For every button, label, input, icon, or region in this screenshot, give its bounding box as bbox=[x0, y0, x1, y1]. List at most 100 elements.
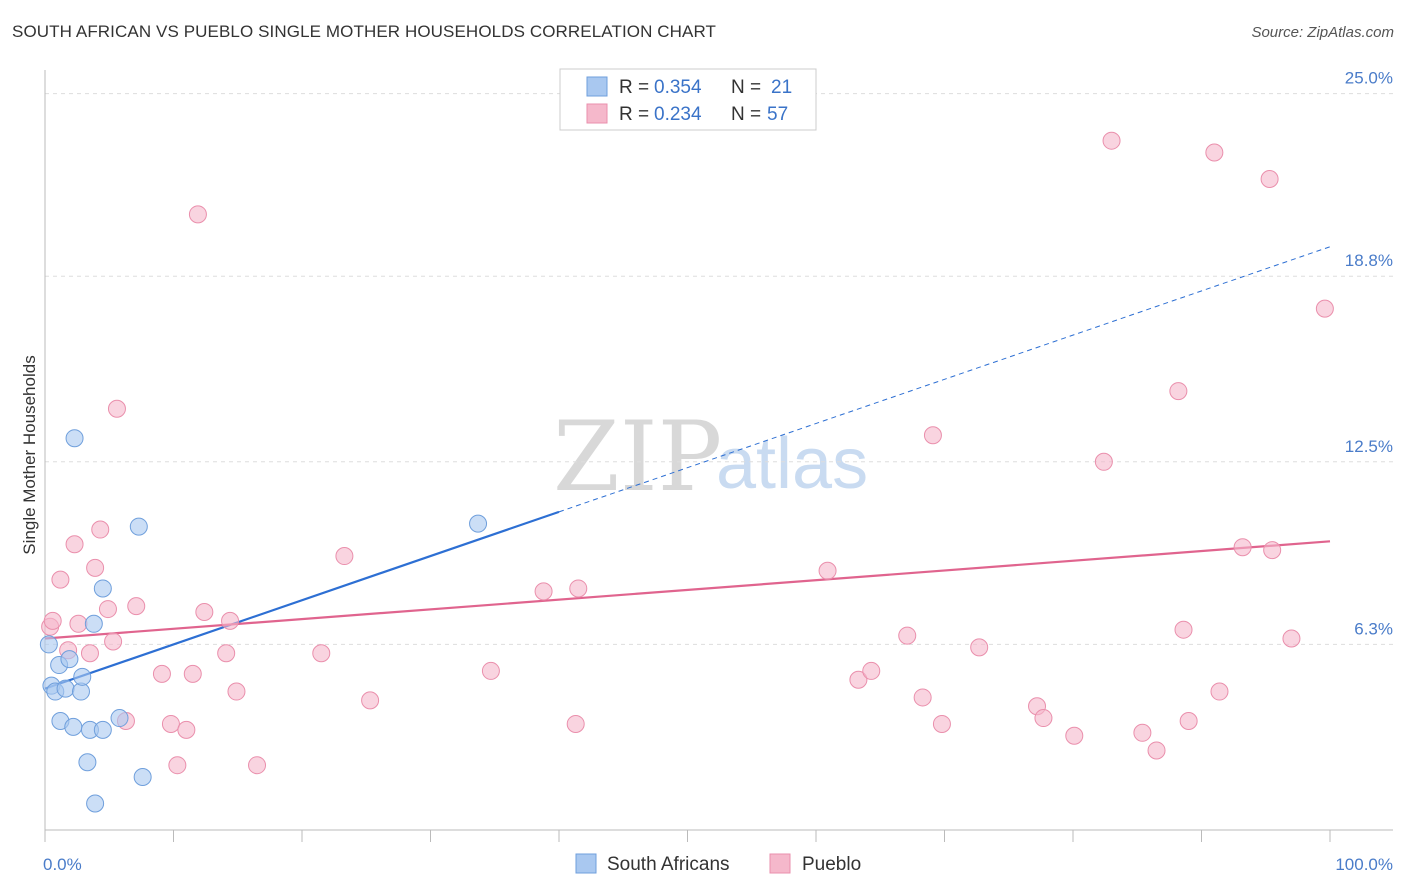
data-points bbox=[39, 131, 1334, 813]
bottom-legend-swatch-pueblo bbox=[769, 853, 791, 874]
point-pueblo bbox=[1233, 538, 1252, 557]
point-pueblo bbox=[1210, 682, 1229, 701]
point-south-africans bbox=[86, 794, 105, 813]
point-pueblo bbox=[1094, 452, 1113, 471]
point-pueblo bbox=[1102, 131, 1121, 150]
point-pueblo bbox=[569, 579, 588, 598]
point-pueblo bbox=[1282, 629, 1301, 648]
point-pueblo bbox=[168, 756, 187, 775]
point-pueblo bbox=[361, 691, 380, 710]
point-pueblo bbox=[127, 597, 146, 616]
point-pueblo bbox=[152, 664, 171, 683]
point-pueblo bbox=[183, 664, 202, 683]
point-pueblo bbox=[1260, 169, 1279, 188]
point-pueblo bbox=[1315, 299, 1334, 318]
point-pueblo bbox=[1174, 620, 1193, 639]
trend-line-pueblo bbox=[44, 540, 1331, 640]
x-tick-label-max: 100.0% bbox=[1335, 855, 1393, 874]
trend-line-south-africans-extrapolated bbox=[558, 246, 1331, 513]
point-pueblo bbox=[43, 611, 62, 630]
bottom-legend-swatch-south-africans bbox=[575, 853, 597, 874]
source-credit: Source: ZipAtlas.com bbox=[1251, 24, 1394, 41]
point-south-africans bbox=[84, 614, 103, 633]
point-south-africans bbox=[56, 679, 75, 698]
point-pueblo bbox=[80, 644, 99, 663]
point-pueblo bbox=[221, 611, 240, 630]
bottom-legend-label-pueblo: Pueblo bbox=[802, 854, 861, 875]
point-pueblo bbox=[566, 714, 585, 733]
correlation-legend: R = 0.354 N = 21 R = 0.234 N = 57 bbox=[559, 68, 817, 131]
point-south-africans bbox=[469, 514, 488, 533]
point-south-africans bbox=[110, 709, 129, 728]
point-pueblo bbox=[1263, 541, 1282, 560]
point-pueblo bbox=[932, 714, 951, 733]
y-tick-label: 25.0% bbox=[1345, 69, 1393, 88]
legend-r-label: R = bbox=[619, 77, 649, 98]
legend-n-label: N = bbox=[731, 104, 761, 125]
point-pueblo bbox=[195, 603, 214, 622]
point-south-africans bbox=[129, 517, 148, 536]
point-pueblo bbox=[534, 582, 553, 601]
point-pueblo bbox=[98, 600, 117, 619]
point-pueblo bbox=[818, 561, 837, 580]
point-pueblo bbox=[1179, 712, 1198, 731]
point-south-africans bbox=[64, 717, 83, 736]
point-south-africans bbox=[93, 579, 112, 598]
x-tick-marks bbox=[44, 830, 1331, 842]
point-pueblo bbox=[970, 638, 989, 657]
point-pueblo bbox=[217, 644, 236, 663]
legend-r-value: 0.354 bbox=[654, 77, 702, 98]
point-south-africans bbox=[78, 753, 97, 772]
point-pueblo bbox=[65, 535, 84, 554]
point-south-africans bbox=[65, 429, 84, 448]
legend-n-label: N = bbox=[731, 77, 761, 98]
y-tick-label: 18.8% bbox=[1345, 251, 1393, 270]
point-pueblo bbox=[107, 399, 126, 418]
bottom-legend-label-south-africans: South Africans bbox=[607, 854, 730, 875]
point-pueblo bbox=[51, 570, 70, 589]
point-pueblo bbox=[248, 756, 267, 775]
point-pueblo bbox=[227, 682, 246, 701]
point-pueblo bbox=[481, 661, 500, 680]
legend-r-value: 0.234 bbox=[654, 104, 702, 125]
point-pueblo bbox=[1133, 723, 1152, 742]
point-south-africans bbox=[60, 650, 79, 669]
trend-line-south-africans bbox=[44, 510, 560, 690]
point-pueblo bbox=[91, 520, 110, 539]
point-south-africans bbox=[73, 667, 92, 686]
point-pueblo bbox=[161, 714, 180, 733]
point-pueblo bbox=[86, 558, 105, 577]
legend-swatch-south-africans bbox=[586, 76, 608, 97]
x-tick-label-min: 0.0% bbox=[43, 855, 82, 874]
legend-r-label: R = bbox=[619, 104, 649, 125]
point-pueblo bbox=[862, 661, 881, 680]
point-pueblo bbox=[913, 688, 932, 707]
point-pueblo bbox=[188, 205, 207, 224]
point-pueblo bbox=[335, 547, 354, 566]
axes bbox=[44, 70, 1393, 831]
chart-title: SOUTH AFRICAN VS PUEBLO SINGLE MOTHER HO… bbox=[12, 22, 717, 41]
legend-n-value: 57 bbox=[767, 104, 788, 125]
point-pueblo bbox=[312, 644, 331, 663]
gridlines bbox=[45, 93, 1393, 645]
point-pueblo bbox=[1147, 741, 1166, 760]
point-pueblo bbox=[1205, 143, 1224, 162]
y-tick-label: 12.5% bbox=[1345, 437, 1393, 456]
point-south-africans bbox=[133, 767, 152, 786]
watermark-atlas: atlas bbox=[716, 424, 868, 504]
y-tick-label: 6.3% bbox=[1354, 619, 1393, 638]
point-pueblo bbox=[69, 614, 88, 633]
point-pueblo bbox=[923, 426, 942, 445]
point-pueblo bbox=[1065, 726, 1084, 745]
trend-lines bbox=[44, 246, 1331, 690]
point-pueblo bbox=[177, 720, 196, 739]
y-tick-labels: 6.3% 12.5% 18.8% 25.0% bbox=[1345, 69, 1393, 639]
point-pueblo bbox=[1169, 382, 1188, 401]
point-south-africans bbox=[93, 720, 112, 739]
legend-swatch-pueblo bbox=[586, 103, 608, 124]
point-south-africans bbox=[39, 635, 58, 654]
legend-n-value: 21 bbox=[771, 77, 792, 98]
watermark-zip: ZIP bbox=[553, 401, 722, 513]
y-axis-label: Single Mother Households bbox=[20, 355, 39, 554]
